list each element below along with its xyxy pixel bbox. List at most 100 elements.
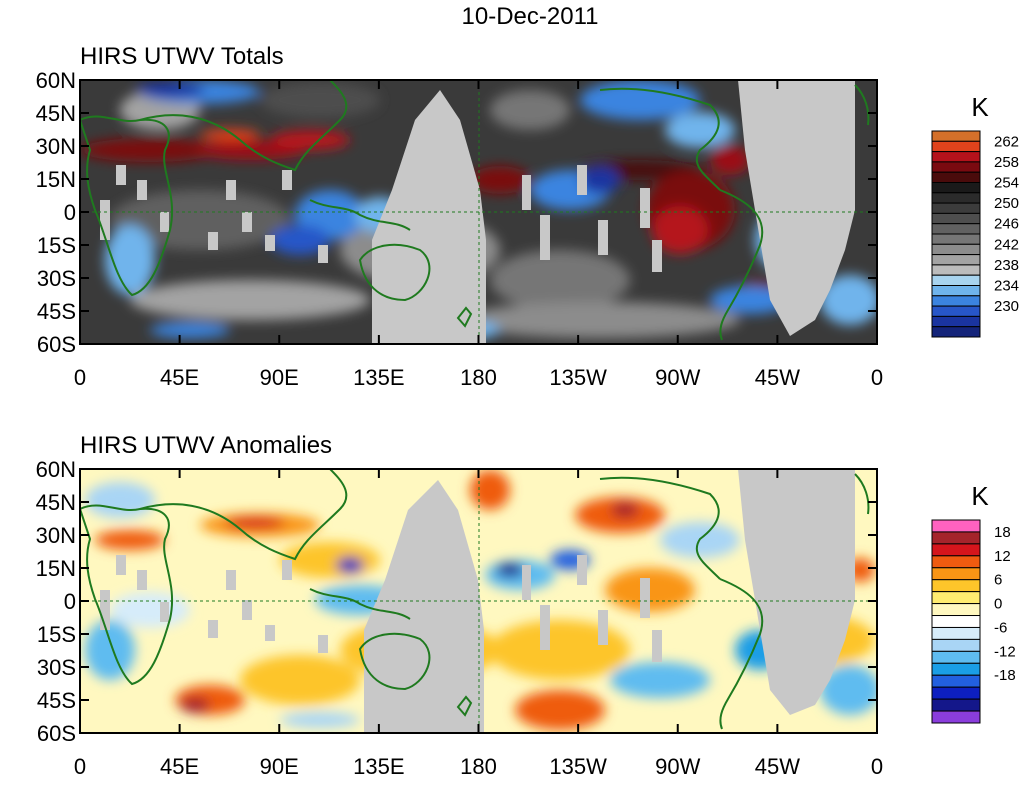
- lon-tick-label: 90W: [655, 365, 700, 390]
- colorbar-box: [931, 192, 981, 204]
- colorbar-box: [931, 243, 981, 256]
- lat-tick-label: 60S: [37, 721, 76, 746]
- colorbar-box: [931, 212, 981, 225]
- colorbar-box: [931, 264, 981, 276]
- colorbar-label: 6: [994, 572, 1002, 589]
- lon-tick-label: 0: [871, 754, 883, 779]
- lon-tick-label: 180: [460, 365, 497, 390]
- anomalies-panel-title: HIRS UTWV Anomalies: [80, 432, 332, 459]
- colorbar-box: [931, 579, 981, 593]
- colorbar-box: [931, 555, 981, 569]
- colorbar-box: [931, 686, 981, 700]
- colorbar-label: -6: [994, 619, 1007, 636]
- colorbar-label: 246: [994, 216, 1019, 233]
- lat-tick-label: 45S: [37, 299, 76, 324]
- anomalies-missing-data: [100, 469, 855, 733]
- totals-reference-lines: [80, 80, 877, 344]
- anomalies-colorbar-unit: K: [971, 481, 989, 511]
- lat-tick-label: 0: [64, 589, 76, 614]
- colorbar-box: [931, 543, 981, 557]
- colorbar-label: 230: [994, 298, 1019, 315]
- colorbar-box: [931, 638, 981, 652]
- lat-tick-label: 30S: [37, 266, 76, 291]
- lat-tick-label: 60N: [36, 68, 76, 93]
- totals-missing-data: [100, 80, 855, 344]
- colorbar-box: [931, 531, 981, 545]
- colorbar-box: [931, 254, 981, 266]
- colorbar-box: [931, 171, 981, 183]
- totals-axes: 60N 45N 30N 15N 0 15S 30S 45S 60S 0 45E 90E 135E 180 1…: [36, 68, 883, 390]
- lat-tick-label: 15N: [36, 556, 76, 581]
- colorbar-box: [931, 519, 981, 533]
- lon-tick-label: 180: [460, 754, 497, 779]
- anomalies-panel: HIRS UTWV Anomalies: [36, 432, 1016, 779]
- colorbar-box: [931, 223, 981, 235]
- lat-tick-label: 45N: [36, 490, 76, 515]
- colorbar-label: 12: [994, 548, 1011, 565]
- anomalies-colorbar: 18 12 6 0 -6 -12 -18: [931, 519, 1016, 724]
- lon-tick-label: 135E: [353, 754, 404, 779]
- colorbar-box: [931, 151, 981, 163]
- anomalies-coastlines: [80, 469, 870, 730]
- colorbar-label: 250: [994, 195, 1019, 212]
- totals-coastlines: [80, 80, 870, 341]
- colorbar-box: [931, 130, 981, 142]
- colorbar-box: [931, 615, 981, 628]
- colorbar-box: [931, 591, 981, 605]
- colorbar-box: [931, 698, 981, 712]
- colorbar-box: [931, 674, 981, 688]
- colorbar-box: [931, 233, 981, 245]
- figure-title: 10-Dec-2011: [462, 3, 599, 30]
- totals-panel: HIRS UTWV Totals: [36, 43, 1019, 390]
- lon-tick-label: 135W: [549, 754, 607, 779]
- lon-tick-label: 90W: [655, 754, 700, 779]
- anomalies-map: [80, 469, 877, 733]
- lon-tick-label: 0: [74, 754, 86, 779]
- colorbar-label: 0: [994, 596, 1002, 613]
- colorbar-box: [931, 161, 981, 173]
- colorbar-box: [931, 710, 981, 724]
- lat-tick-label: 0: [64, 200, 76, 225]
- lat-tick-label: 15S: [37, 622, 76, 647]
- colorbar-box: [931, 603, 981, 617]
- lon-tick-label: 45E: [160, 754, 199, 779]
- colorbar-box: [931, 285, 981, 297]
- colorbar-label: 238: [994, 257, 1019, 274]
- lon-tick-label: 135W: [549, 365, 607, 390]
- lat-tick-label: 60N: [36, 457, 76, 482]
- colorbar-box: [931, 202, 981, 214]
- colorbar-box: [931, 182, 981, 194]
- colorbar-box: [931, 662, 981, 676]
- colorbar-label: 234: [994, 278, 1019, 295]
- colorbar-box: [931, 140, 981, 153]
- lon-tick-label: 0: [74, 365, 86, 390]
- colorbar-label: -12: [994, 643, 1016, 660]
- colorbar-box: [931, 626, 981, 640]
- lon-tick-label: 45W: [755, 754, 800, 779]
- lat-tick-label: 15S: [37, 233, 76, 258]
- colorbar-box: [931, 326, 981, 338]
- anomalies-axes: 60N 45N 30N 15N 0 15S 30S 45S 60S 0 45E 90E 135E 180 1…: [36, 457, 883, 779]
- totals-colorbar: 262 258 254 250 246 242 238 234 230: [931, 130, 1019, 338]
- totals-panel-title: HIRS UTWV Totals: [80, 43, 284, 70]
- colorbar-box: [931, 305, 981, 317]
- lon-tick-label: 45W: [755, 365, 800, 390]
- lat-tick-label: 30N: [36, 523, 76, 548]
- anomalies-reference-lines: [80, 469, 877, 733]
- colorbar-box: [931, 295, 981, 307]
- colorbar-label: 262: [994, 133, 1019, 150]
- lon-tick-label: 0: [871, 365, 883, 390]
- colorbar-label: 258: [994, 154, 1019, 171]
- lon-tick-label: 135E: [353, 365, 404, 390]
- lat-tick-label: 30S: [37, 655, 76, 680]
- lat-tick-label: 45S: [37, 688, 76, 713]
- lon-tick-label: 45E: [160, 365, 199, 390]
- colorbar-label: -18: [994, 667, 1016, 684]
- totals-colorbar-unit: K: [971, 92, 989, 122]
- colorbar-label: 242: [994, 236, 1019, 253]
- lat-tick-label: 60S: [37, 332, 76, 357]
- colorbar-box: [931, 650, 981, 664]
- colorbar-box: [931, 567, 981, 581]
- colorbar-label: 18: [994, 524, 1011, 541]
